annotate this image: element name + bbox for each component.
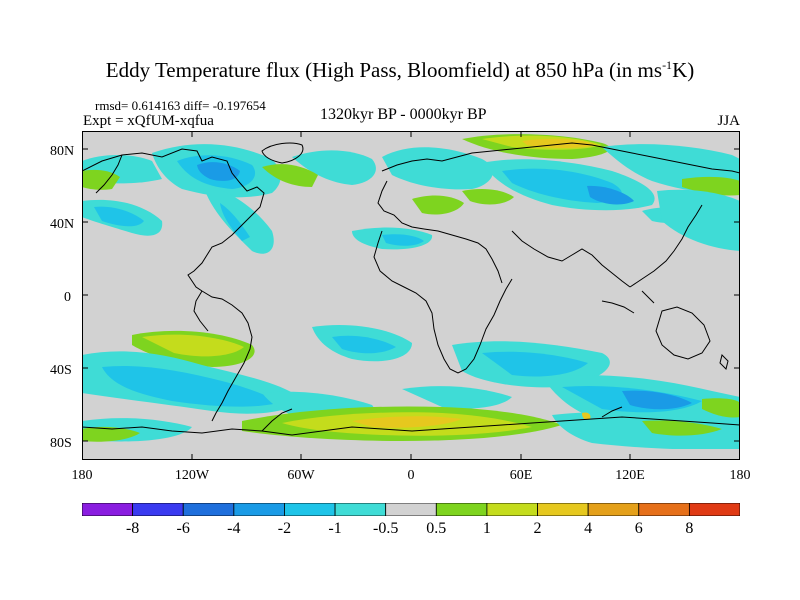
colorbar-swatch	[284, 503, 336, 516]
colorbar-label: -1	[328, 520, 342, 537]
stats-text: rmsd= 0.614163 diff= -0.197654	[95, 98, 266, 113]
colorbar-swatch	[435, 503, 488, 516]
colorbar-swatch	[587, 503, 640, 516]
lat-label-40n: 40N	[50, 217, 75, 232]
northern-contours	[82, 134, 740, 254]
colorbar-label: 6	[634, 520, 643, 537]
colorbar-swatch	[688, 503, 740, 516]
colorbar-label: 0.5	[426, 520, 447, 537]
experiment-label: Expt = xQfUM-xqfua	[83, 113, 214, 129]
season-label: JJA	[717, 113, 740, 129]
colorbar-swatch	[537, 503, 589, 516]
colorbar-label: 2	[533, 520, 542, 537]
colorbar-swatch	[82, 503, 134, 516]
lon-label-180w: 180	[71, 468, 93, 483]
colorbar-swatch	[385, 503, 437, 516]
lon-label-0: 0	[407, 468, 415, 483]
colorbar-swatch	[486, 503, 538, 516]
colorbar-swatch	[638, 503, 690, 516]
coastlines	[82, 142, 740, 436]
figure-title: Eddy Temperature flux (High Pass, Bloomf…	[105, 58, 695, 82]
colorbar-swatch	[132, 503, 184, 516]
lon-ticks	[191, 131, 631, 460]
period-label: 1320kyr BP - 0000kyr BP	[320, 106, 487, 123]
lon-label-180e: 180	[729, 468, 751, 483]
colorbar-swatch	[334, 503, 387, 516]
colorbar-swatch	[182, 503, 235, 516]
colorbar-label: -4	[227, 520, 241, 537]
colorbar	[82, 503, 740, 516]
flux-map	[82, 131, 740, 460]
lat-label-40s: 40S	[50, 363, 72, 378]
lat-label-80s: 80S	[50, 436, 72, 451]
colorbar-label: 8	[685, 520, 694, 537]
southern-contours	[82, 324, 740, 460]
lon-label-120w: 120W	[174, 468, 210, 483]
colorbar-label: 4	[584, 520, 593, 537]
colorbar-label: -8	[125, 520, 140, 537]
lon-label-120e: 120E	[615, 468, 645, 483]
colorbar-label: 1	[482, 520, 491, 537]
colorbar-label: -6	[176, 520, 190, 537]
lat-label-80n: 80N	[50, 144, 75, 159]
colorbar-label: -0.5	[373, 520, 399, 537]
lon-label-60w: 60W	[287, 468, 315, 483]
colorbar-label: -2	[277, 520, 292, 537]
lon-label-60e: 60E	[509, 468, 533, 483]
colorbar-swatch	[233, 503, 285, 516]
lat-label-eq: 0	[64, 290, 71, 305]
lat-ticks	[82, 148, 740, 442]
